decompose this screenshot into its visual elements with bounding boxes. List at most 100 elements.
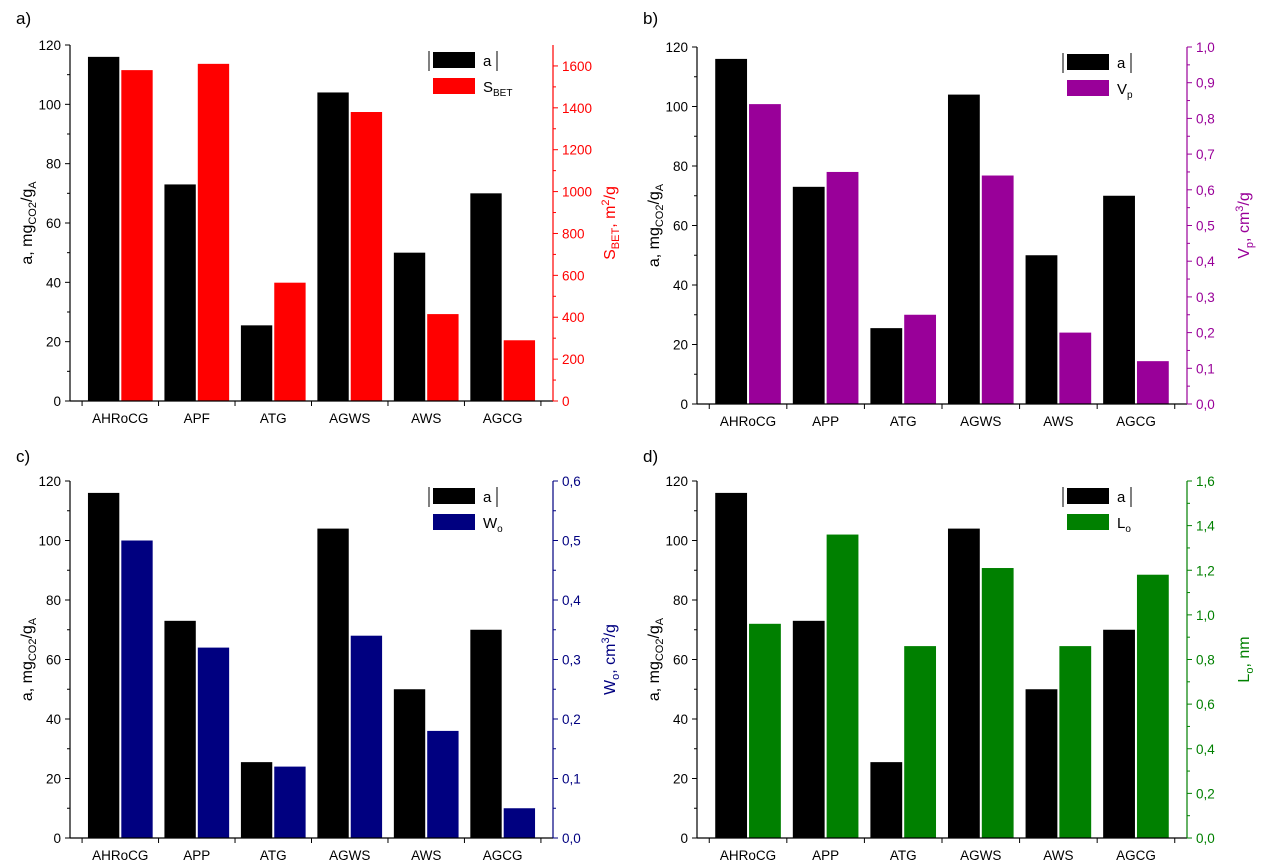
legend-label-a: a bbox=[1117, 55, 1126, 72]
left-tick-label: 120 bbox=[38, 474, 61, 489]
bar-s-aws bbox=[427, 314, 459, 401]
left-axis-title-sub: CO2 bbox=[654, 205, 666, 228]
left-tick-label: 0 bbox=[53, 394, 61, 409]
legend-label-a: a bbox=[483, 489, 492, 506]
bar-a-agcg bbox=[470, 193, 502, 401]
bar-v-ahrocg bbox=[749, 104, 781, 405]
right-tick-label: 0,0 bbox=[562, 831, 581, 846]
right-tick-label: 0,2 bbox=[1196, 326, 1215, 341]
right-tick-label: 0,4 bbox=[1196, 742, 1215, 757]
chart-panel-2: b) AHRoCG APP ATG AGWS AWS AGCG 0 20 40 60 80 100 120… bbox=[643, 9, 1256, 429]
x-tick-label: AWS bbox=[411, 848, 441, 863]
left-axis-title-slash: /g bbox=[19, 625, 36, 638]
right-tick-label: 1,6 bbox=[1196, 474, 1215, 489]
right-tick-label: 0,1 bbox=[562, 772, 581, 787]
left-tick-label: 80 bbox=[673, 159, 688, 174]
x-tick-label: AGWS bbox=[329, 848, 370, 863]
legend: aLo bbox=[1062, 487, 1132, 535]
right-tick-label: 1200 bbox=[562, 143, 592, 158]
right-axis-title-part: 3 bbox=[600, 637, 612, 643]
left-axis-title: a, mgCO2/gA bbox=[19, 617, 39, 701]
left-axis-title: a, mgCO2/gA bbox=[646, 183, 666, 267]
right-tick-label: 0,9 bbox=[1196, 76, 1215, 91]
right-tick-label: 1,0 bbox=[1196, 40, 1215, 55]
x-tick-label: AGCG bbox=[1116, 414, 1156, 429]
right-axis-title-part: /g bbox=[602, 624, 619, 637]
right-axis-title-part: , cm bbox=[1236, 212, 1253, 242]
legend-label-sub: p bbox=[1127, 90, 1133, 101]
bar-v-app bbox=[826, 171, 859, 404]
legend-label-main: W bbox=[483, 515, 498, 532]
left-axis-title-slash: /g bbox=[19, 189, 36, 202]
x-tick-label: ATG bbox=[890, 414, 917, 429]
right-tick-label: 0 bbox=[562, 394, 570, 409]
bar-a-ahrocg bbox=[87, 492, 120, 838]
legend-label-a: a bbox=[483, 53, 492, 70]
legend-label-main: L bbox=[1117, 515, 1125, 532]
bar-a-app bbox=[792, 620, 825, 838]
right-tick-label: 0,0 bbox=[1196, 831, 1215, 846]
bar-a-ahrocg bbox=[715, 492, 748, 838]
x-tick-label: ATG bbox=[260, 848, 287, 863]
left-axis-title-sub: A bbox=[27, 181, 39, 189]
left-tick-label: 120 bbox=[665, 40, 688, 55]
left-tick-label: 0 bbox=[53, 831, 61, 846]
left-axis-title-main: a, mg bbox=[646, 661, 663, 701]
bar-a-atg bbox=[870, 328, 903, 404]
legend-swatch-l bbox=[1067, 514, 1109, 530]
bar-a-aws bbox=[1025, 689, 1058, 838]
right-axis-title: Wo, cm3/g bbox=[600, 624, 622, 695]
legend-swatch-a bbox=[433, 52, 475, 68]
right-tick-label: 0,6 bbox=[1196, 697, 1215, 712]
bar-a-app bbox=[792, 186, 825, 404]
right-axis-title-part: , nm bbox=[1236, 636, 1253, 667]
right-tick-label: 200 bbox=[562, 352, 585, 367]
x-tick-label: APP bbox=[812, 414, 839, 429]
left-tick-label: 0 bbox=[680, 831, 688, 846]
bar-a-atg bbox=[240, 762, 273, 838]
right-tick-label: 0,5 bbox=[1196, 219, 1215, 234]
right-tick-label: 400 bbox=[562, 310, 585, 325]
bar-s-ahrocg bbox=[121, 70, 153, 402]
legend-swatch-a bbox=[1067, 488, 1109, 504]
x-tick-label: AHRoCG bbox=[720, 414, 776, 429]
bar-w-app bbox=[197, 647, 230, 838]
left-axis-title: a, mgCO2/gA bbox=[646, 617, 666, 701]
left-tick-label: 80 bbox=[673, 593, 688, 608]
bar-s-agws bbox=[350, 112, 383, 401]
left-tick-label: 20 bbox=[46, 335, 61, 350]
bar-s-atg bbox=[274, 282, 306, 401]
bar-s-agcg bbox=[503, 340, 536, 401]
right-axis-title-part: W bbox=[602, 679, 619, 695]
bar-a-app bbox=[164, 620, 196, 838]
bar-l-agcg bbox=[1136, 574, 1169, 838]
right-tick-label: 0,2 bbox=[562, 712, 581, 727]
left-tick-label: 100 bbox=[38, 534, 61, 549]
left-tick-label: 60 bbox=[673, 219, 688, 234]
left-axis-title-sub: CO2 bbox=[27, 202, 39, 225]
bar-a-agws bbox=[317, 528, 349, 838]
x-tick-label: ATG bbox=[890, 848, 917, 863]
bar-a-atg bbox=[240, 325, 273, 401]
x-tick-label: AGWS bbox=[329, 411, 370, 426]
left-tick-label: 60 bbox=[673, 653, 688, 668]
bar-a-agcg bbox=[1103, 195, 1135, 404]
bar-a-ahrocg bbox=[715, 58, 748, 405]
x-tick-label: AWS bbox=[1043, 414, 1073, 429]
left-tick-label: 60 bbox=[46, 216, 61, 231]
right-axis-title-part: 2 bbox=[600, 199, 612, 205]
right-axis-title-part: BET bbox=[610, 228, 622, 250]
right-tick-label: 0,7 bbox=[1196, 147, 1215, 162]
right-axis-title-part: , m bbox=[602, 206, 619, 228]
right-axis-title-part: o bbox=[1244, 668, 1256, 674]
left-axis-title-sub: CO2 bbox=[27, 639, 39, 662]
legend-swatch-a bbox=[1067, 54, 1109, 70]
x-tick-label: AHRoCG bbox=[92, 848, 148, 863]
right-tick-label: 0,3 bbox=[562, 653, 581, 668]
bar-a-agcg bbox=[470, 629, 502, 838]
x-tick-label: ATG bbox=[260, 411, 287, 426]
left-tick-label: 80 bbox=[46, 593, 61, 608]
right-tick-label: 1000 bbox=[562, 185, 592, 200]
left-axis-title: a, mgCO2/gA bbox=[19, 181, 39, 265]
